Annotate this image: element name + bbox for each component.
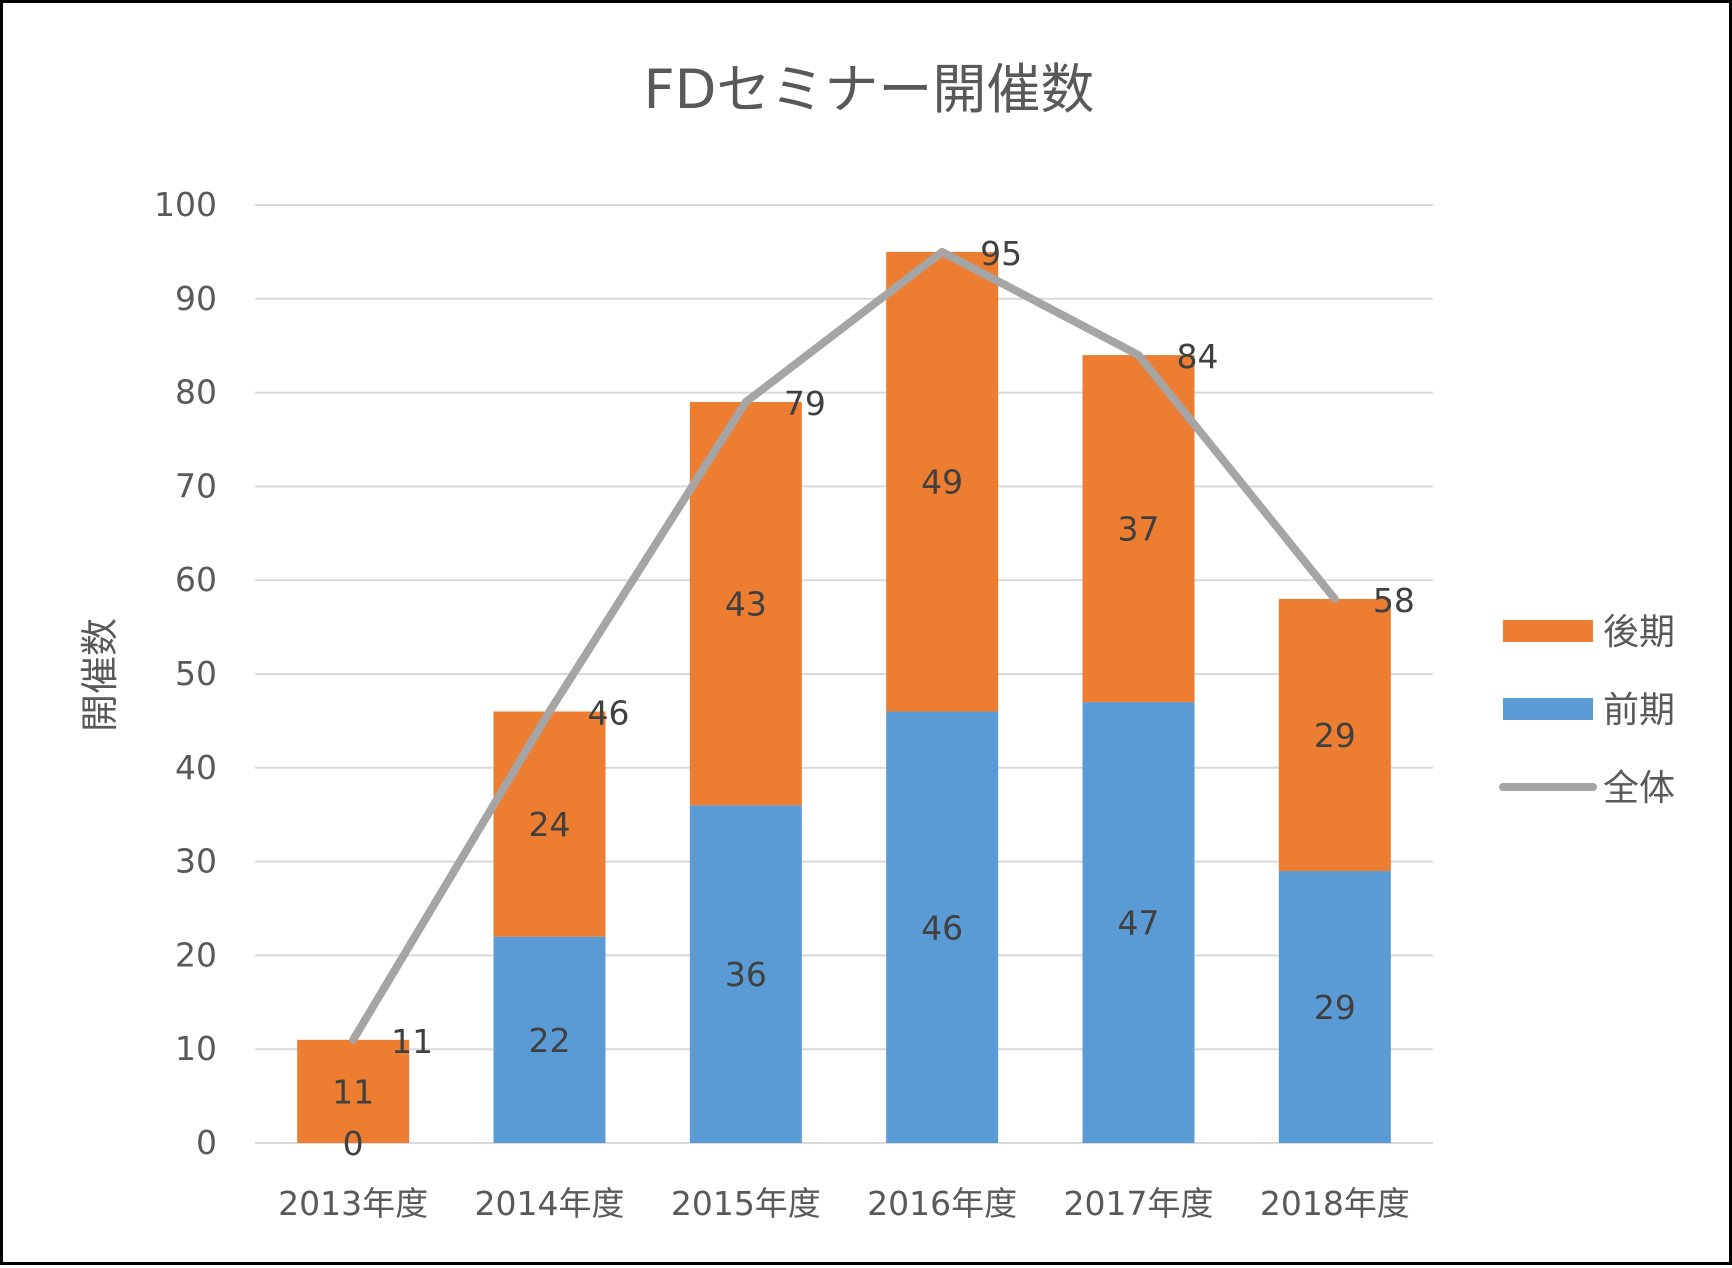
legend-label-後期: 後期	[1603, 612, 1675, 653]
x-tick-label: 2014年度	[475, 1184, 625, 1223]
line-全体	[349, 247, 1339, 1044]
x-tick-label: 2018年度	[1260, 1184, 1410, 1223]
legend-swatch-前期	[1503, 698, 1593, 720]
x-tick-label: 2013年度	[278, 1184, 428, 1223]
data-label-全体: 58	[1373, 581, 1415, 620]
data-label-全体: 46	[588, 694, 630, 733]
y-tick-label: 70	[175, 466, 217, 505]
x-tick-label: 2017年度	[1064, 1184, 1214, 1223]
y-tick-label: 60	[175, 560, 217, 599]
total-line	[349, 247, 1339, 1044]
y-tick-label: 20	[175, 935, 217, 974]
data-label-前期: 47	[1118, 904, 1160, 943]
y-tick-label: 0	[196, 1123, 217, 1162]
bar-後期	[493, 711, 606, 937]
x-tick-label: 2015年度	[671, 1184, 821, 1223]
data-label-後期: 49	[921, 463, 963, 502]
bar-前期	[1278, 870, 1391, 1143]
y-tick-label: 10	[175, 1029, 217, 1068]
y-axis-label: 開催数	[78, 618, 122, 732]
legend-label-前期: 前期	[1603, 690, 1675, 731]
data-label-全体: 95	[980, 234, 1022, 273]
bar-前期	[493, 936, 606, 1143]
data-label-前期: 46	[921, 908, 963, 947]
y-tick-labels: 0 10 20 30 40 50 60 70 80 90 100	[154, 185, 217, 1162]
chart-title: FDセミナー開催数	[644, 58, 1095, 121]
data-labels: 0 11 22 24 36 43 46 49 47 37 29 29 11 46 79 95 84 58	[332, 234, 1415, 1163]
data-label-後期: 37	[1118, 510, 1160, 549]
bar-前期	[689, 805, 802, 1143]
data-label-後期: 11	[332, 1072, 374, 1111]
data-label-前期: 29	[1314, 988, 1356, 1027]
data-label-全体: 84	[1177, 337, 1219, 376]
y-tick-label: 100	[154, 185, 217, 224]
y-tick-label: 50	[175, 654, 217, 693]
y-tick-label: 80	[175, 373, 217, 412]
bar-後期	[1082, 355, 1195, 703]
y-tick-label: 30	[175, 842, 217, 881]
data-label-後期: 43	[725, 585, 767, 624]
bar-前期	[886, 711, 999, 1143]
gridlines	[255, 204, 1433, 1144]
chart: FDセミナー開催数 開催数 0 10 20 30 40 50 60 70 80 90 100 0 11…	[78, 58, 1675, 1223]
data-label-前期: 0	[343, 1124, 364, 1163]
data-label-全体: 79	[784, 384, 826, 423]
bar-前期	[1082, 702, 1195, 1143]
x-tick-labels: 2013年度 2014年度 2015年度 2016年度 2017年度 2018年度	[278, 1184, 1410, 1223]
x-tick-label: 2016年度	[867, 1184, 1017, 1223]
data-label-前期: 36	[725, 955, 767, 994]
legend-label-全体: 全体	[1603, 768, 1675, 809]
data-label-全体: 11	[391, 1022, 433, 1061]
bars	[297, 251, 1391, 1143]
data-label-前期: 22	[529, 1021, 571, 1060]
legend-swatch-後期	[1503, 620, 1593, 642]
bar-後期	[1278, 598, 1391, 871]
bar-後期	[689, 401, 802, 806]
bar-後期	[297, 1039, 410, 1143]
bar-後期	[886, 251, 999, 712]
y-tick-label: 90	[175, 279, 217, 318]
data-label-後期: 29	[1314, 716, 1356, 755]
data-label-後期: 24	[529, 805, 571, 844]
y-tick-label: 40	[175, 748, 217, 787]
